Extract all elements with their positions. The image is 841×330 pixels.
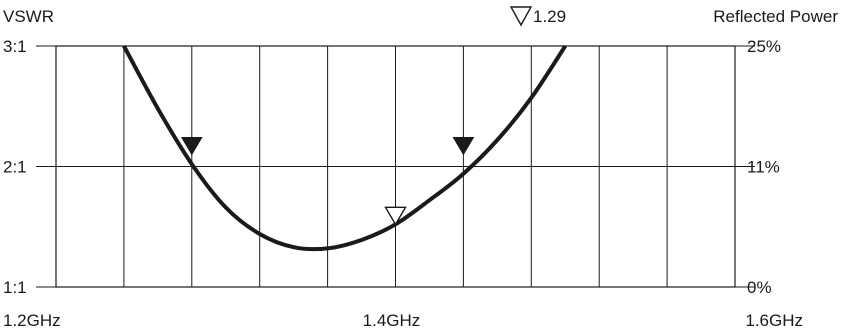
grid	[36, 45, 755, 288]
left-tick-label: 3:1	[3, 37, 27, 56]
x-tick-label: 1.2GHz	[3, 311, 61, 330]
right-axis-title: Reflected Power	[713, 7, 838, 26]
ticks: 3:1 2:1 1:1 25% 11% 0% 1.2GHz 1.4GHz 1.6GHz	[3, 37, 803, 330]
markers	[180, 136, 475, 226]
plot-frame	[55, 45, 736, 288]
marker-filled-triangle-icon	[180, 136, 203, 156]
left-tick-label: 2:1	[3, 158, 27, 177]
right-tick-label: 11%	[747, 158, 780, 177]
x-tick-label: 1.6GHz	[745, 311, 803, 330]
left-tick-label: 1:1	[3, 278, 27, 297]
right-tick-label: 0%	[747, 278, 772, 297]
right-tick-label: 25%	[747, 37, 781, 56]
marker-filled-triangle-icon	[452, 136, 475, 156]
left-axis-title: VSWR	[3, 7, 54, 26]
vswr-curve	[122, 44, 567, 252]
readout-triangle-icon	[509, 6, 533, 27]
marker-readout: 1.29	[533, 7, 566, 26]
marker-hollow-triangle-icon	[384, 206, 407, 226]
x-tick-label: 1.4GHz	[363, 311, 421, 330]
